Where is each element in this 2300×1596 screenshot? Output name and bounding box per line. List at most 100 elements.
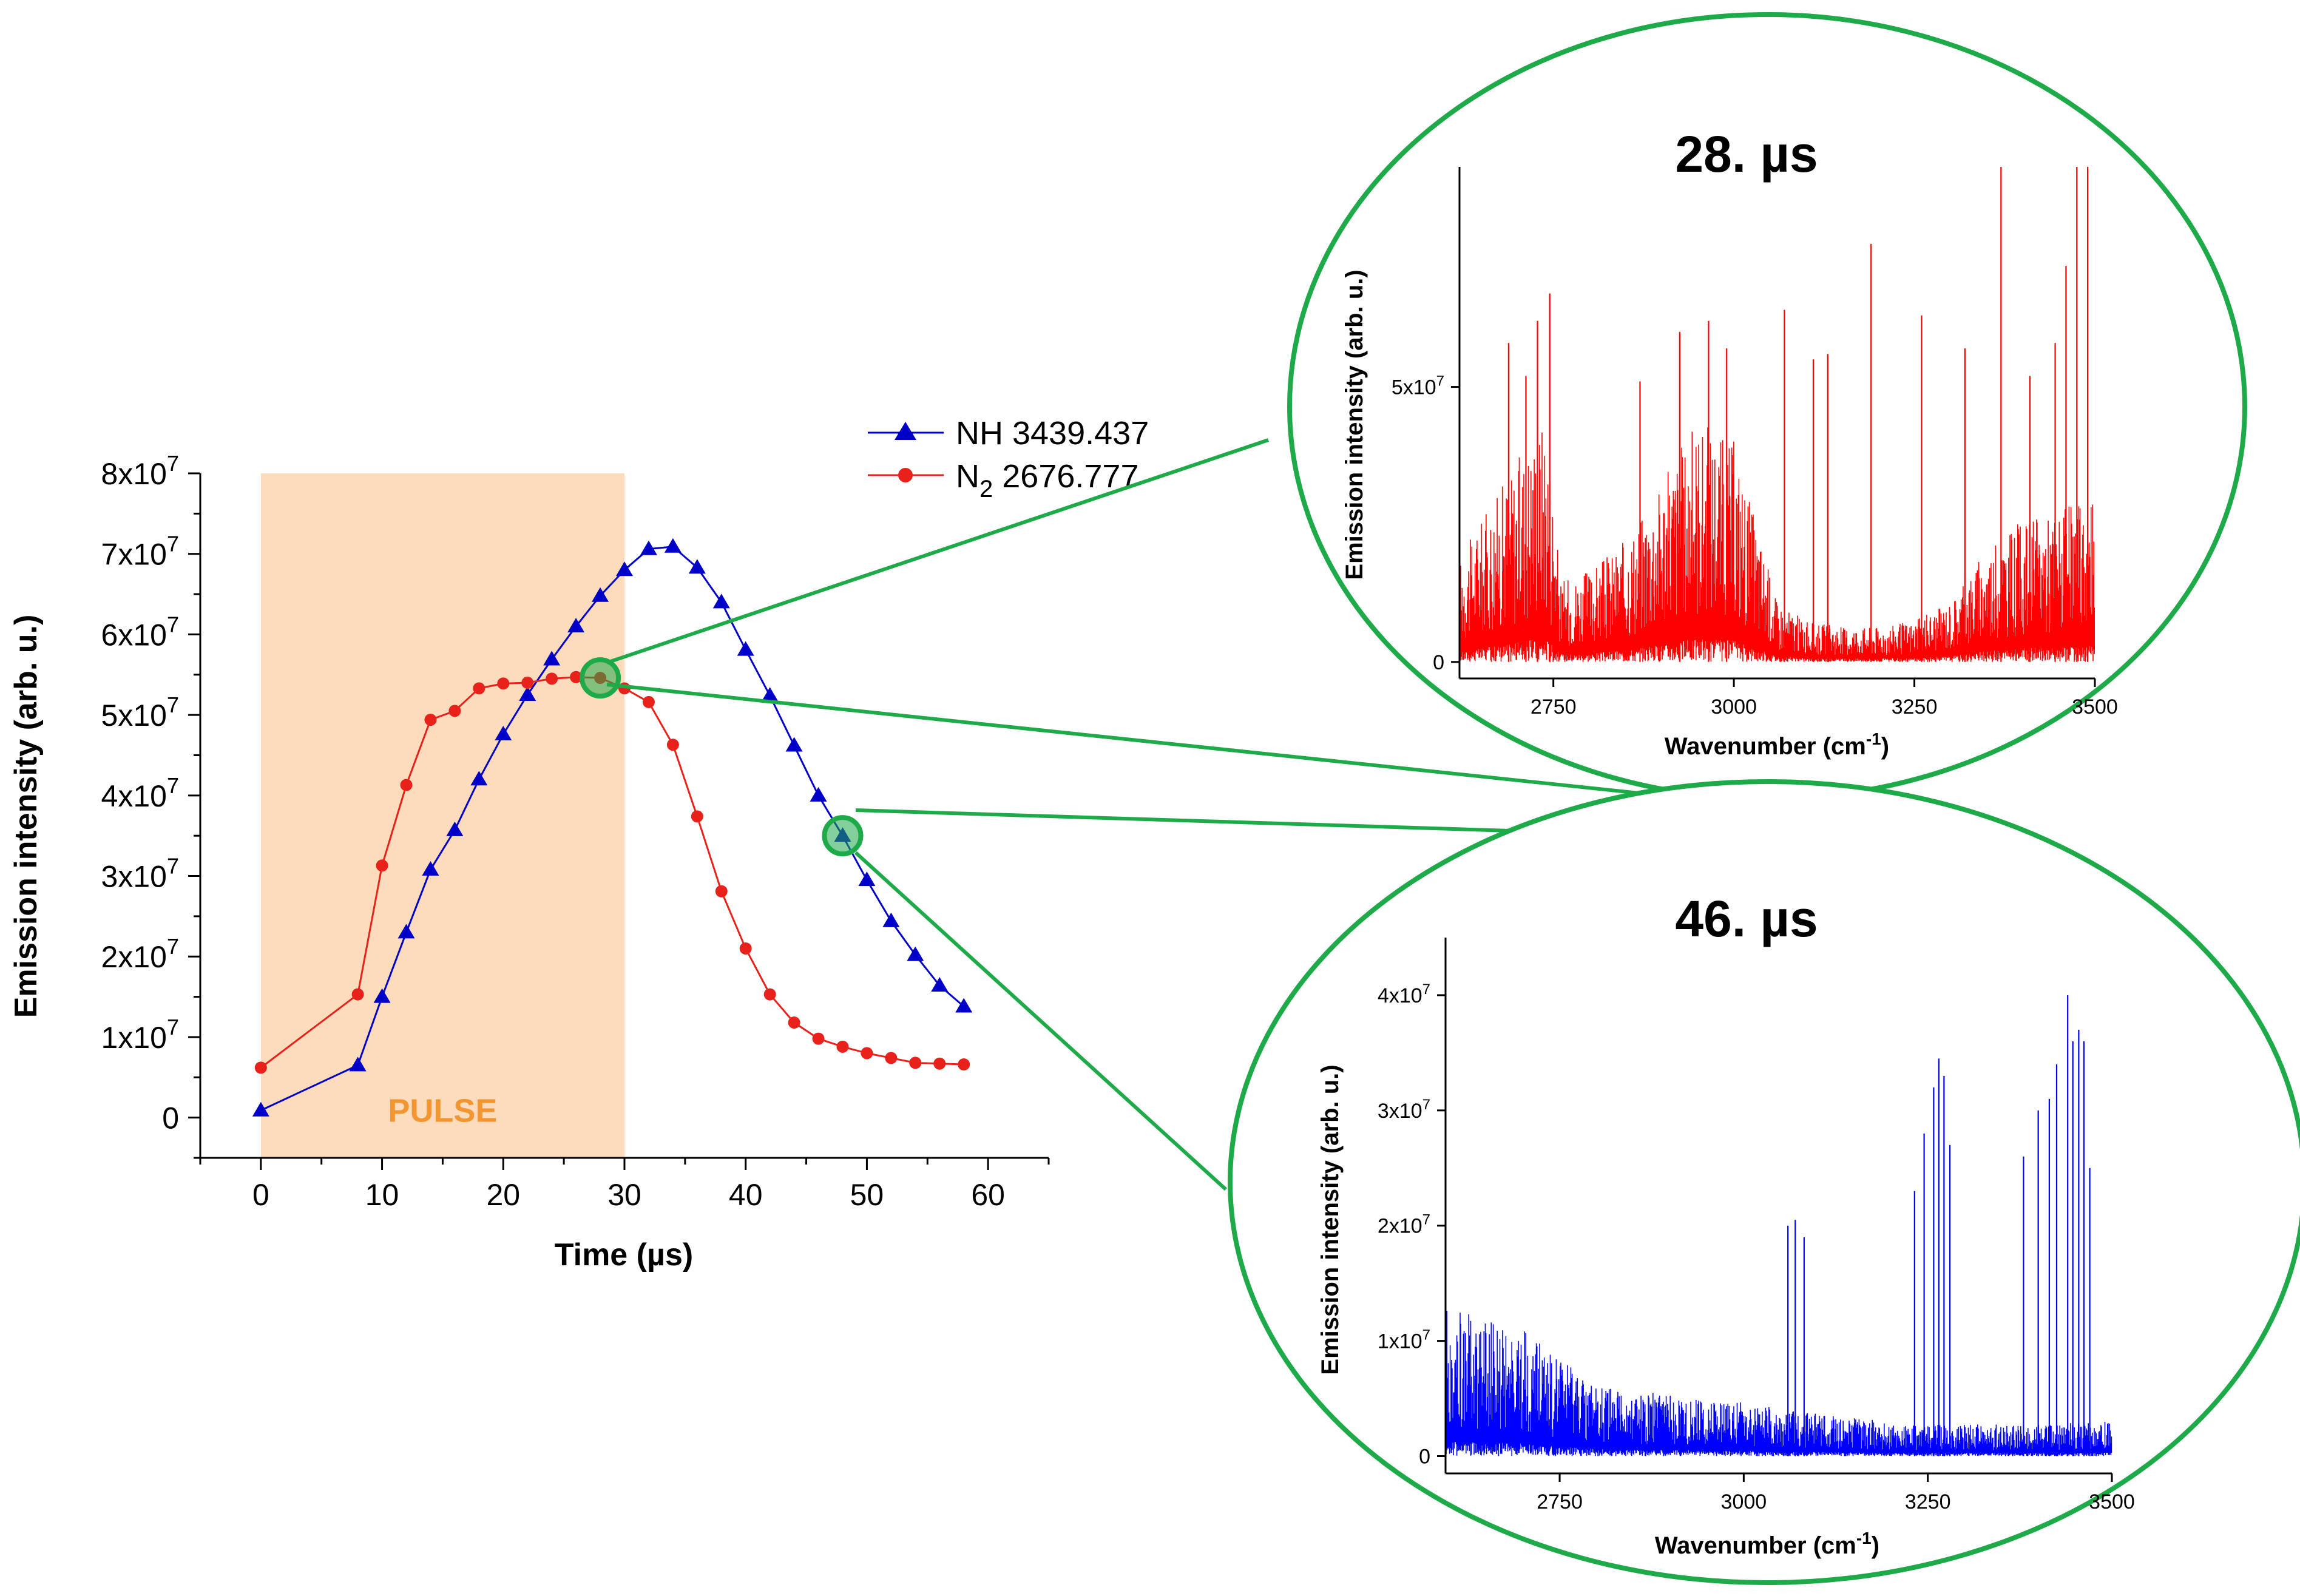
inset-28us-y-axis-title: Emission intensity (arb. u.)	[1341, 269, 1368, 580]
connector-28-lower	[606, 683, 1657, 797]
inset-28us-x-tick-label: 3500	[2072, 695, 2118, 719]
inset-28us-y-tick-label: 0	[1433, 651, 1444, 674]
main-y-tick-label: 5x107	[101, 692, 179, 732]
inset-46us-y-tick-label: 1x107	[1378, 1327, 1430, 1353]
n2-data-point	[400, 779, 413, 791]
n2-data-point	[497, 677, 510, 690]
main-y-tick-label: 8x107	[101, 451, 179, 491]
nh-data-point	[495, 725, 512, 740]
main-y-tick-label: 6x107	[101, 612, 179, 652]
inset-28us: 28. µs 2750 3000 3250 3500 0 5x107 Wavenumbe…	[1287, 12, 2247, 801]
inset-46us-plot	[1445, 995, 2112, 1456]
main-x-ticks: 0 10 20 30 40 50 60	[199, 1158, 1050, 1212]
n2-data-point	[642, 695, 655, 708]
connector-46-lower	[854, 851, 1228, 1191]
legend-n2-marker	[898, 468, 913, 482]
inset-28us-x-ticks: 2750 3000 3250 3500	[1531, 678, 2118, 719]
n2-data-point	[933, 1057, 946, 1070]
inset-28us-y-ticks: 0 5x107	[1392, 373, 1459, 674]
nh-data-point	[882, 912, 900, 927]
inset-46us-x-tick-label: 3250	[1905, 1490, 1951, 1513]
nh-data-point	[785, 737, 803, 752]
nh-data-point	[664, 538, 682, 553]
inset-46us-y-tick-label: 4x107	[1378, 981, 1430, 1007]
main-x-tick-label: 10	[365, 1178, 399, 1212]
n2-data-point	[836, 1040, 849, 1053]
nh-data-point	[567, 618, 585, 633]
inset-46us-y-axis-title: Emission intensity (arb. u.)	[1317, 1064, 1344, 1375]
legend-nh-label: NH 3439.437	[956, 415, 1149, 451]
nh-data-point	[907, 946, 924, 961]
inset-46us-y-tick-label: 2x107	[1378, 1212, 1430, 1238]
highlight-46us[interactable]	[822, 815, 864, 857]
nh-data-point	[397, 924, 415, 939]
main-x-axis-title: Time (µs)	[555, 1237, 693, 1273]
legend-nh-marker	[895, 422, 916, 440]
inset-46us-y-ticks: 0 1x107 2x107 3x107 4x107	[1378, 981, 1446, 1469]
n2-data-point	[763, 988, 776, 1001]
n2-data-point	[570, 671, 583, 683]
inset-46us-x-tick-label: 2750	[1537, 1490, 1583, 1513]
n2-data-point	[691, 810, 703, 823]
inset-46us-x-ticks: 2750 3000 3250 3500	[1537, 1473, 2135, 1513]
n2-data-point	[885, 1052, 898, 1064]
n2-data-point	[376, 859, 388, 872]
n2-data-point	[521, 677, 534, 689]
n2-data-point	[909, 1057, 922, 1069]
inset-28us-x-axis-title: Wavenumber (cm-1)	[1665, 729, 1889, 760]
nh-data-point	[373, 988, 391, 1003]
n2-data-point	[958, 1058, 970, 1071]
n2-data-point	[861, 1047, 873, 1060]
main-y-tick-label: 0	[162, 1101, 179, 1135]
pulse-label: PULSE	[388, 1092, 497, 1129]
n2-data-point	[739, 942, 752, 955]
nh-data-point	[712, 593, 730, 609]
n2-data-point	[546, 672, 558, 685]
inset-46us-y-tick-label: 3x107	[1378, 1097, 1430, 1123]
n2-data-point	[424, 714, 437, 726]
inset-46us-x-axis-title: Wavenumber (cm-1)	[1655, 1529, 1879, 1559]
inset-28us-y-tick-label: 5x107	[1392, 373, 1444, 399]
main-x-tick-label: 30	[607, 1178, 641, 1212]
nh-data-point	[688, 559, 706, 574]
n2-data-point	[812, 1032, 825, 1045]
inset-46us-x-tick-label: 3000	[1721, 1490, 1767, 1513]
main-y-tick-label: 2x107	[101, 934, 179, 974]
inset-28us-x-tick-label: 3250	[1892, 695, 1938, 719]
nh-data-point	[422, 861, 439, 876]
inset-28us-x-tick-label: 2750	[1531, 695, 1577, 719]
nh-data-point	[252, 1101, 269, 1117]
highlight-28us[interactable]	[580, 657, 621, 699]
nh-data-point	[470, 771, 488, 786]
main-chart: PULSE 0 10 20 30 40 50 60 0 1x107 2x107 3x107 4x10…	[8, 415, 1149, 1273]
nh-data-point	[858, 871, 876, 887]
main-x-tick-label: 60	[971, 1178, 1005, 1212]
main-x-tick-label: 50	[850, 1178, 884, 1212]
main-x-tick-label: 40	[729, 1178, 763, 1212]
connector-46-upper	[855, 808, 1569, 834]
connector-28-upper	[606, 438, 1269, 664]
main-y-tick-label: 3x107	[101, 854, 179, 894]
nh-data-point	[761, 687, 779, 702]
nh-data-point	[349, 1057, 367, 1072]
inset-46us-x-tick-label: 3500	[2089, 1490, 2135, 1513]
inset-46us-y-tick-label: 0	[1419, 1446, 1430, 1469]
nh-data-point	[543, 651, 561, 666]
main-x-tick-label: 0	[252, 1178, 269, 1212]
n2-data-point	[473, 682, 485, 695]
main-x-tick-label: 20	[486, 1178, 520, 1212]
nh-data-point	[931, 977, 949, 992]
inset-28us-plot	[1459, 167, 2095, 662]
inset-46us-title: 46. µs	[1675, 890, 1818, 947]
nh-data-point	[810, 786, 827, 802]
n2-data-point	[448, 705, 461, 717]
main-y-tick-label: 4x107	[101, 773, 179, 813]
nh-data-point	[955, 998, 973, 1013]
pulse-region	[260, 473, 624, 1158]
legend-n2-label: N2 2676.777	[956, 458, 1138, 502]
inset-28us-x-tick-label: 3000	[1711, 695, 1757, 719]
legend: NH 3439.437 N2 2676.777	[868, 415, 1149, 502]
inset-28us-title: 28. µs	[1675, 126, 1818, 183]
n2-data-point	[351, 988, 364, 1001]
